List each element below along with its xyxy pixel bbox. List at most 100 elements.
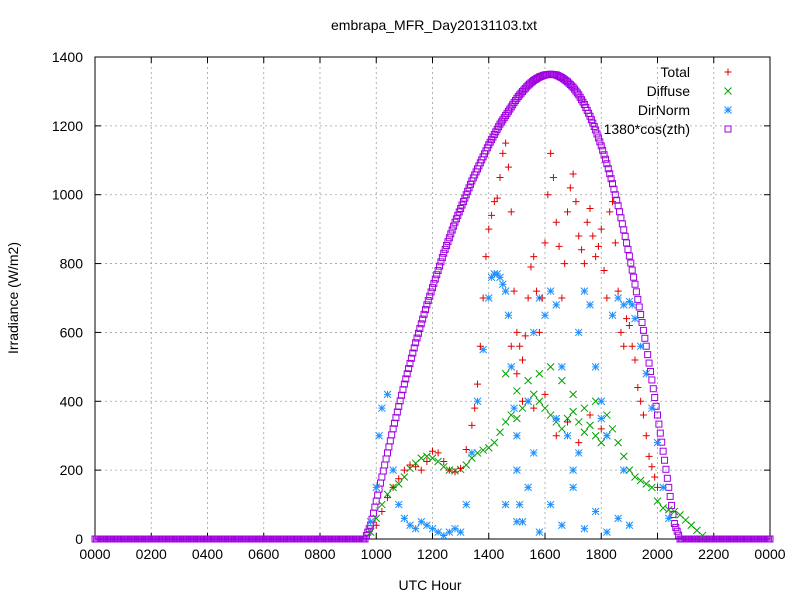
data-point bbox=[386, 437, 394, 445]
legend-marker bbox=[724, 106, 732, 114]
data-point bbox=[662, 465, 670, 473]
data-point bbox=[620, 342, 628, 350]
series-1380-cos-zth bbox=[91, 70, 774, 543]
data-point bbox=[421, 306, 429, 314]
data-point bbox=[572, 198, 580, 206]
data-point bbox=[619, 301, 628, 309]
data-point bbox=[407, 354, 415, 362]
data-point bbox=[651, 473, 659, 481]
data-point bbox=[651, 393, 659, 401]
data-point bbox=[519, 397, 526, 405]
data-point bbox=[641, 334, 649, 342]
data-point bbox=[552, 432, 560, 440]
data-point bbox=[535, 397, 544, 406]
data-point bbox=[530, 253, 538, 261]
data-point bbox=[372, 514, 381, 523]
data-point bbox=[431, 275, 439, 283]
data-point bbox=[666, 492, 674, 500]
data-point bbox=[384, 494, 391, 502]
data-point bbox=[564, 208, 571, 216]
data-point bbox=[434, 266, 442, 274]
data-point bbox=[642, 432, 650, 440]
data-point bbox=[600, 266, 608, 274]
data-point bbox=[518, 404, 527, 413]
data-point bbox=[437, 258, 445, 266]
data-point bbox=[445, 466, 453, 474]
data-point bbox=[411, 524, 420, 533]
data-point bbox=[426, 292, 434, 300]
data-point bbox=[600, 151, 608, 159]
legend-marker bbox=[724, 125, 732, 133]
data-point bbox=[580, 404, 589, 413]
data-point bbox=[642, 480, 651, 488]
data-point bbox=[451, 468, 459, 476]
data-point bbox=[603, 528, 611, 536]
data-point bbox=[664, 514, 673, 523]
data-point bbox=[448, 226, 456, 234]
data-point bbox=[569, 390, 577, 399]
data-point bbox=[549, 174, 557, 181]
data-point bbox=[507, 363, 516, 371]
plot-border bbox=[94, 56, 771, 540]
data-point bbox=[413, 334, 421, 342]
y-tick-label: 200 bbox=[60, 462, 84, 478]
data-point bbox=[400, 514, 409, 523]
data-point bbox=[603, 160, 611, 168]
data-point bbox=[634, 295, 642, 303]
legend-marker bbox=[724, 87, 732, 95]
data-point bbox=[636, 476, 645, 485]
data-point bbox=[591, 397, 600, 406]
data-point bbox=[394, 500, 403, 509]
data-point bbox=[628, 301, 637, 309]
data-point bbox=[501, 500, 510, 509]
data-point bbox=[382, 455, 390, 463]
data-point bbox=[672, 523, 680, 531]
y-tick-label: 0 bbox=[75, 531, 83, 547]
data-point bbox=[379, 467, 387, 475]
data-point bbox=[547, 149, 555, 157]
data-point bbox=[555, 242, 563, 250]
data-point bbox=[428, 524, 437, 533]
data-point bbox=[524, 294, 532, 302]
data-point bbox=[441, 245, 449, 253]
data-point bbox=[374, 491, 382, 499]
data-point bbox=[430, 279, 438, 287]
data-point bbox=[530, 404, 538, 412]
data-point bbox=[625, 252, 633, 260]
data-point bbox=[648, 376, 656, 384]
data-point bbox=[389, 483, 397, 491]
data-point bbox=[510, 287, 518, 295]
data-point bbox=[471, 404, 479, 412]
data-point bbox=[639, 326, 647, 334]
data-point bbox=[634, 384, 642, 392]
data-point bbox=[473, 397, 482, 406]
x-tick-label: 1200 bbox=[417, 546, 448, 562]
data-point bbox=[663, 474, 671, 482]
data-point bbox=[378, 404, 386, 413]
data-point bbox=[417, 320, 425, 328]
data-point bbox=[608, 311, 617, 320]
data-point bbox=[529, 390, 538, 399]
data-point bbox=[636, 342, 645, 351]
data-point bbox=[544, 191, 552, 199]
data-point bbox=[428, 454, 437, 462]
data-point bbox=[513, 466, 521, 474]
data-point bbox=[518, 517, 527, 526]
data-point bbox=[434, 449, 442, 457]
data-point bbox=[527, 263, 535, 271]
data-point bbox=[515, 500, 524, 509]
data-point bbox=[434, 528, 442, 536]
data-point bbox=[631, 356, 639, 364]
x-tick-label: 0400 bbox=[192, 546, 223, 562]
data-point bbox=[578, 246, 586, 254]
data-point bbox=[416, 325, 424, 333]
data-point bbox=[659, 447, 667, 455]
data-point bbox=[496, 428, 504, 437]
data-point bbox=[575, 232, 583, 240]
data-point bbox=[614, 438, 622, 447]
data-point bbox=[445, 234, 453, 242]
data-point bbox=[372, 521, 380, 529]
data-point bbox=[524, 483, 532, 492]
data-point bbox=[569, 483, 577, 492]
data-point bbox=[558, 363, 566, 371]
